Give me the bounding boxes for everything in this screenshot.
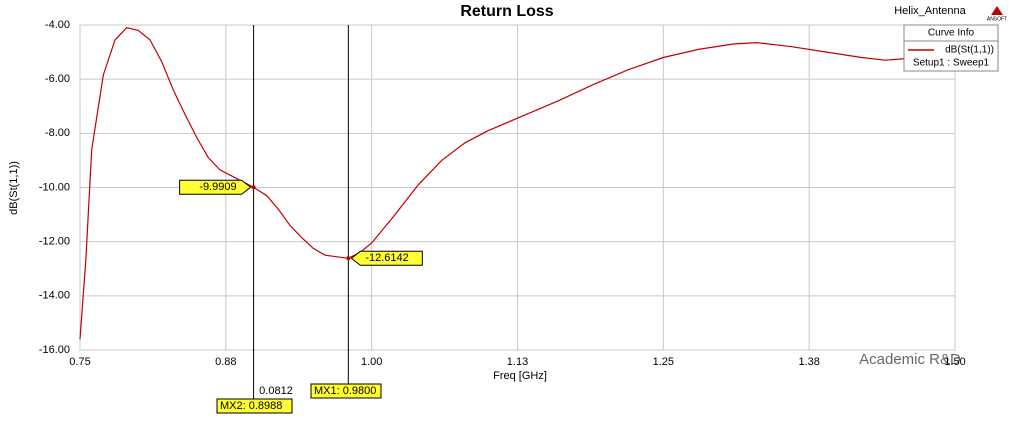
logo-icon [991, 6, 1003, 15]
marker-y-label: -12.6142 [365, 252, 408, 264]
marker-y-label: -9.9909 [199, 181, 236, 193]
x-tick-label: 0.75 [69, 356, 90, 368]
x-tick-label: 1.50 [944, 356, 965, 368]
marker-x-box [310, 383, 382, 399]
y-tick-label: -12.00 [39, 236, 70, 248]
legend-box [903, 24, 999, 72]
logo: ANSOFT [987, 16, 1007, 22]
marker-y-box [179, 179, 252, 195]
y-tick-label: -8.00 [45, 127, 70, 139]
marker-x-label: MX1: 0.9800 [314, 385, 376, 397]
x-axis-label: Freq [GHz] [493, 370, 547, 382]
y-tick-label: -14.00 [39, 290, 70, 302]
x-tick-label: 1.00 [361, 356, 382, 368]
design-name: Helix_Antenna [894, 5, 966, 17]
x-tick-label: 1.38 [798, 356, 819, 368]
marker-point [346, 256, 351, 261]
y-tick-label: -6.00 [45, 73, 70, 85]
x-tick-label: 0.88 [215, 356, 236, 368]
legend-label: dB(St(1,1)) [945, 45, 994, 56]
marker-delta: 0.0812 [259, 385, 293, 397]
legend-title: Curve Info [928, 28, 975, 39]
watermark: Academic R&D [859, 351, 961, 368]
marker-x-label: MX2: 0.8988 [220, 400, 282, 412]
y-tick-label: -4.00 [45, 19, 70, 31]
chart-title: Return Loss [460, 3, 553, 20]
x-tick-label: 1.25 [653, 356, 674, 368]
y-tick-label: -10.00 [39, 181, 70, 193]
y-tick-label: -16.00 [39, 344, 70, 356]
marker-y-box [350, 250, 423, 266]
x-tick-label: 1.13 [507, 356, 528, 368]
y-axis-label: dB(St(1,1)) [8, 161, 20, 215]
marker-x-box [216, 398, 293, 414]
legend-setup: Setup1 : Sweep1 [913, 58, 990, 69]
marker-point [251, 185, 256, 190]
